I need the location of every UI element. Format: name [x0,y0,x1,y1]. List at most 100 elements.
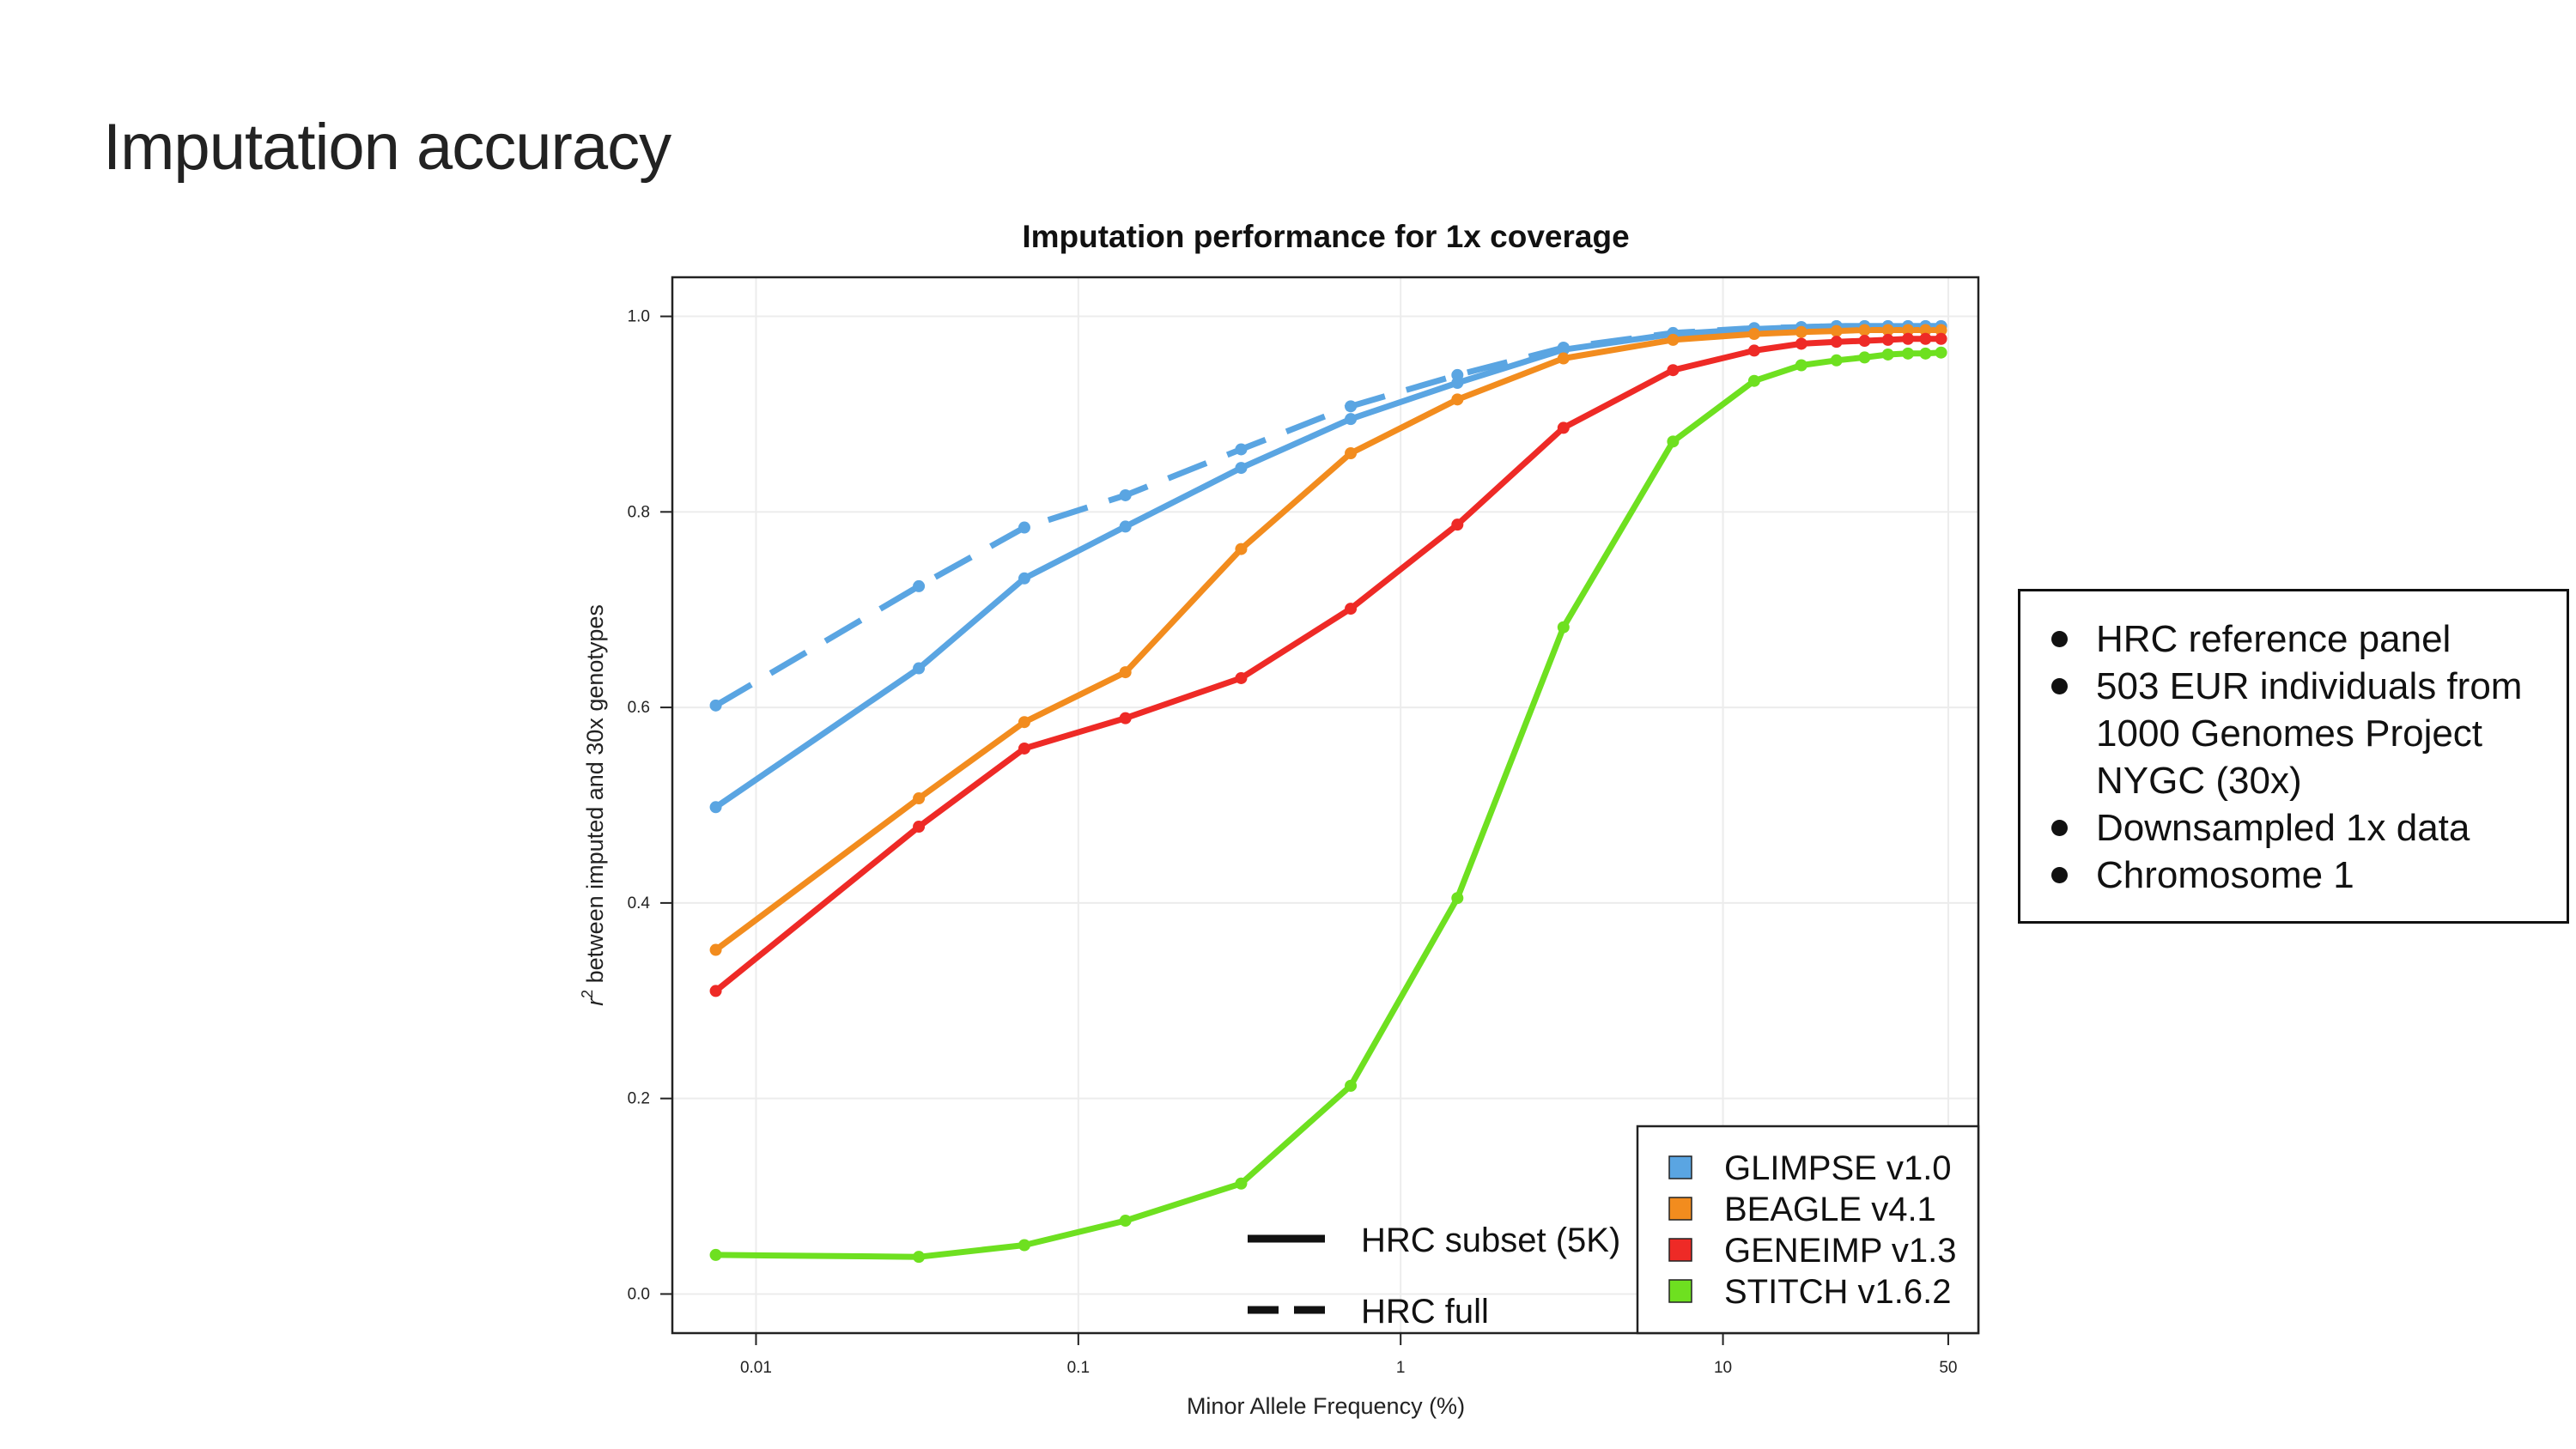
data-point [1018,521,1030,534]
data-point [1235,462,1248,475]
data-point [1451,892,1464,905]
info-item-text: 503 EUR individuals from 1000 Genomes Pr… [2096,665,2523,802]
info-list: HRC reference panel 503 EUR individuals … [2051,615,2567,899]
data-point [1747,374,1760,387]
data-point [913,662,926,675]
y-axis-label-r: r [582,997,608,1006]
legend-box [1636,1125,1980,1335]
data-point [1935,346,1947,359]
x-tick-label: 1 [1396,1359,1406,1377]
data-point [1830,354,1843,367]
data-point [1119,1215,1132,1228]
data-point [1345,413,1358,426]
data-point [1018,742,1030,755]
data-point [1858,335,1871,348]
data-point [1919,324,1932,336]
info-item-text: HRC reference panel [2096,618,2451,660]
data-point [1018,716,1030,729]
chart-title: Imputation performance for 1x coverage [1022,219,1629,254]
data-point [1119,712,1132,724]
grid [672,277,1978,1333]
x-axis-label: Minor Allele Frequency (%) [1187,1393,1465,1419]
data-point [1881,333,1894,346]
data-point [1858,351,1871,364]
series-lines [714,323,1941,1260]
y-axis: 0.0 0.2 0.4 0.6 0.8 1.0 [628,308,672,1303]
data-point [709,699,722,712]
data-point [1345,1079,1358,1092]
data-point [1747,344,1760,357]
legend-panel-label: HRC full [1361,1293,1489,1331]
legend-swatch [1668,1238,1692,1262]
y-tick-label: 0.6 [628,699,650,717]
data-point [1795,337,1807,350]
info-item: HRC reference panel [2051,615,2567,663]
data-point [1345,447,1358,459]
data-point [1795,325,1807,338]
data-point [1667,333,1680,346]
data-point [1235,543,1248,555]
x-tick-label: 0.1 [1067,1359,1090,1377]
data-point [1881,348,1894,361]
legend-swatch [1668,1197,1692,1221]
info-item: 503 EUR individuals from 1000 Genomes Pr… [2051,663,2567,804]
legend-swatch [1668,1279,1692,1303]
data-point [1795,359,1807,372]
y-axis-label-superscript: 2 [579,990,596,998]
method-legend: GLIMPSE v1.0 BEAGLE v4.1 GENEIMP v1.3STITC… [1636,1125,1980,1335]
series-points [709,319,1947,1264]
data-point [709,1248,722,1261]
series-line [714,336,1941,994]
data-point [1557,421,1570,434]
data-point [1451,393,1464,406]
data-point [1919,332,1932,345]
linetype-legend: HRC subset (5K) HRC full [1248,1222,1620,1331]
data-point [913,579,926,592]
x-tick-label: 0.01 [740,1359,772,1377]
data-point [1345,400,1358,413]
data-point [913,821,926,834]
info-box: HRC reference panel 503 EUR individuals … [2018,589,2569,924]
info-item-text: Downsampled 1x data [2096,807,2470,849]
data-point [1881,324,1894,336]
data-point [1345,603,1358,615]
data-point [1747,328,1760,341]
data-point [709,943,722,956]
data-point [1235,671,1248,684]
bullet-icon [2051,867,2068,883]
bullet-icon [2051,678,2068,694]
data-point [1830,324,1843,337]
series-line [715,349,1941,1260]
data-point [1119,520,1132,533]
data-point [913,1251,926,1264]
bullet-icon [2051,631,2068,647]
info-item: Chromosome 1 [2051,852,2567,899]
y-axis-label-text: between imputed and 30x genotypes [582,604,608,990]
legend-method-label: STITCH v1.6.2 [1724,1273,1952,1311]
bullet-icon [2051,820,2068,836]
data-point [1557,621,1570,634]
data-point [1667,364,1680,377]
data-point [1119,488,1132,501]
legend-method-label: GLIMPSE v1.0 [1724,1149,1952,1187]
series-line [714,327,1941,953]
y-tick-label: 0.4 [628,894,651,912]
y-tick-label: 0.0 [628,1285,650,1303]
data-point [1935,332,1947,345]
y-tick-label: 1.0 [628,308,650,326]
y-axis-label: r2 between imputed and 30x genotypes [579,604,608,1006]
data-point [1830,336,1843,349]
data-point [1235,1177,1248,1190]
info-item-text: Chromosome 1 [2096,854,2354,896]
legend-method-label: BEAGLE v4.1 [1724,1191,1936,1228]
data-point [1902,324,1915,336]
data-point [1902,347,1915,360]
data-point [1235,443,1248,456]
data-point [1018,1239,1030,1252]
data-point [1902,332,1915,345]
x-tick-label: 50 [1939,1359,1957,1377]
data-point [709,801,722,814]
data-point [1919,347,1932,360]
data-point [1935,324,1947,336]
